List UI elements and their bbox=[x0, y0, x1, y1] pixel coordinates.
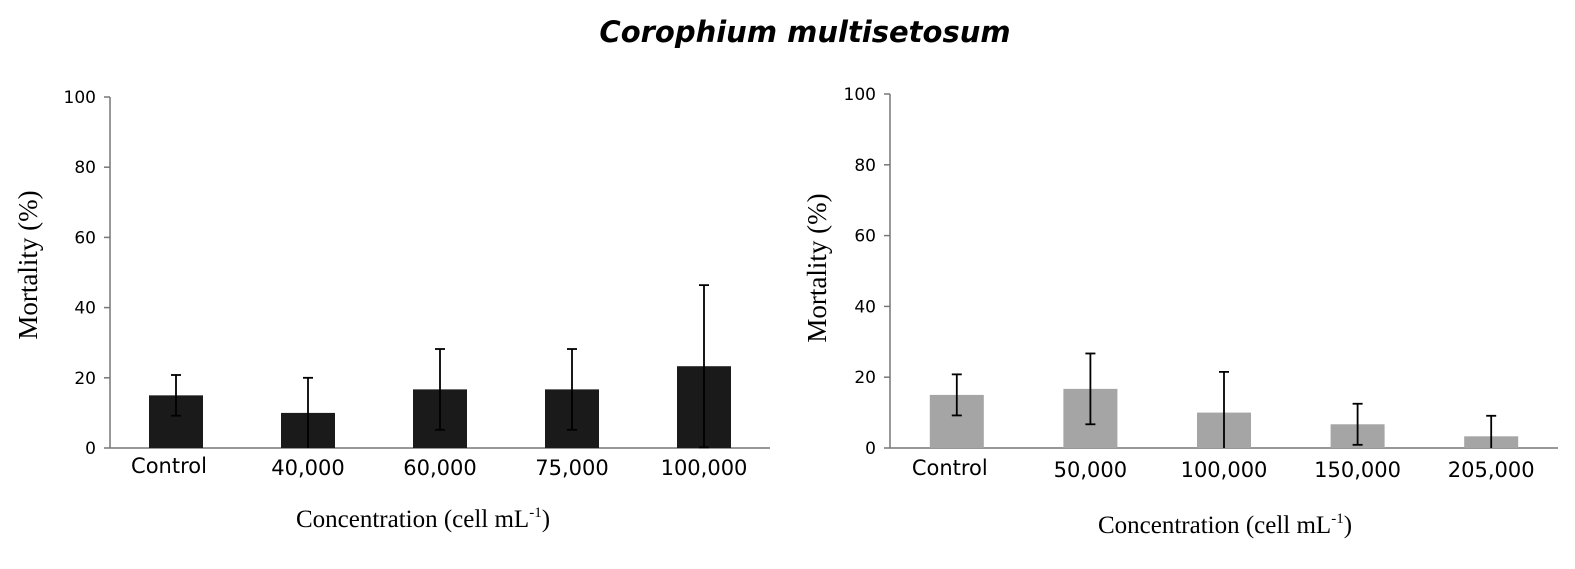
y-tick-label: 100 bbox=[844, 85, 876, 105]
y-axis-title: Mortality (%) bbox=[802, 193, 832, 342]
x-axis-title-end: ) bbox=[1344, 512, 1352, 539]
y-tick-label: 20 bbox=[854, 368, 876, 388]
right-chart: 0 20 40 60 80 100 Control 50,000 100,000 150,000 2… bbox=[802, 85, 1558, 539]
x-axis-title-superscript: -1 bbox=[1331, 511, 1344, 527]
x-tick-label: 100,000 bbox=[1181, 458, 1268, 482]
y-tick-label: 60 bbox=[74, 228, 96, 248]
x-axis-title: Concentration (cell mL-1) bbox=[296, 505, 550, 533]
x-tick-label: 40,000 bbox=[271, 456, 344, 480]
y-tick-label: 40 bbox=[74, 299, 96, 319]
y-tick-label: 0 bbox=[865, 439, 876, 459]
y-tick-label: 60 bbox=[854, 227, 876, 247]
x-axis-title-main: Concentration (cell mL bbox=[1098, 512, 1331, 539]
y-tick-label: 0 bbox=[85, 439, 96, 459]
left-chart: 0 20 40 60 80 100 Control 40,000 60,000 75,000 100… bbox=[13, 88, 770, 533]
y-tick-label: 40 bbox=[854, 297, 876, 317]
x-axis-title: Concentration (cell mL-1) bbox=[1098, 511, 1352, 539]
x-tick-label: 50,000 bbox=[1054, 458, 1127, 482]
x-axis-title-superscript: -1 bbox=[529, 505, 542, 521]
x-tick-label: 75,000 bbox=[535, 456, 608, 480]
x-tick-label: 150,000 bbox=[1314, 458, 1401, 482]
x-tick-label: Control bbox=[912, 456, 988, 480]
x-axis-title-end: ) bbox=[542, 506, 550, 533]
y-tick-label: 100 bbox=[64, 88, 96, 108]
x-tick-label: Control bbox=[131, 454, 207, 478]
x-tick-label: 205,000 bbox=[1448, 458, 1535, 482]
y-tick-label: 80 bbox=[854, 156, 876, 176]
y-tick-label: 20 bbox=[74, 369, 96, 389]
x-axis-title-main: Concentration (cell mL bbox=[296, 506, 529, 533]
y-axis-title: Mortality (%) bbox=[13, 190, 43, 339]
figure-title: Corophium multisetosum bbox=[599, 15, 1010, 49]
x-tick-label: 100,000 bbox=[661, 456, 748, 480]
y-tick-label: 80 bbox=[74, 158, 96, 178]
x-tick-label: 60,000 bbox=[403, 456, 476, 480]
